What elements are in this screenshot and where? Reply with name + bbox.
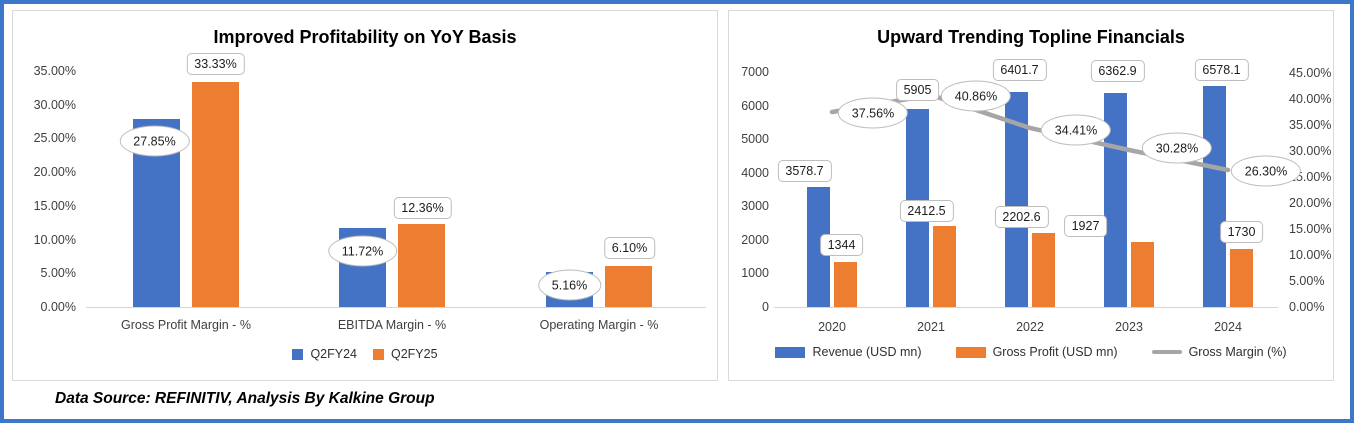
right-chart-right-tick-20-00: 20.00% — [1289, 196, 1332, 210]
right-chart-left-tick-4000: 4000 — [741, 165, 769, 180]
data-label-gross-margin-2022: 34.41% — [1040, 114, 1112, 146]
q2fy25-bar-operating-margin — [605, 266, 652, 307]
data-label-revenue-usd-mn-2023: 6362.9 — [1090, 60, 1145, 82]
left-chart-legend: Q2FY24 Q2FY25 — [13, 347, 717, 361]
q2fy24-legend-swatch — [292, 348, 304, 360]
category-label-operating-margin: Operating Margin - % — [539, 318, 659, 332]
right-chart-left-tick-6000: 6000 — [741, 98, 769, 113]
left-x-axis-line — [86, 307, 706, 308]
gross-margin-legend-swatch — [1151, 350, 1182, 354]
left-y-tick-30-00: 30.00% — [33, 97, 76, 112]
legend-label-revenue-usd-mn: Revenue (USD mn) — [812, 345, 922, 359]
gross-profit-usd-mn-bar-2024 — [1230, 249, 1253, 307]
right-chart-left-tick-3000: 3000 — [741, 199, 769, 214]
left-y-tick-15-00: 15.00% — [33, 198, 76, 213]
right-chart-right-tick-45-00: 45.00% — [1289, 66, 1332, 80]
left-y-tick-35-00: 35.00% — [33, 64, 76, 78]
right-chart-right-tick-10-00: 10.00% — [1289, 248, 1332, 262]
legend-item-gross-margin: Gross Margin (%) — [1151, 345, 1287, 359]
gross-profit-usd-mn-bar-2021 — [933, 226, 956, 307]
revenue-usd-mn-legend-swatch — [775, 346, 806, 358]
right-x-axis-line — [774, 307, 1278, 308]
right-chart-left-tick-2000: 2000 — [741, 232, 769, 247]
data-label-revenue-usd-mn-2021: 5905 — [895, 79, 940, 101]
data-label-revenue-usd-mn-2022: 6401.7 — [992, 59, 1047, 81]
data-label-q2fy25-operating-margin: 6.10% — [603, 237, 656, 259]
revenue-usd-mn-bar-2020 — [807, 187, 830, 307]
right-chart-right-tick-40-00: 40.00% — [1289, 92, 1332, 106]
right-chart-plot-area: 7000 6000 5000 4000 3000 2000 1000 0 45.00% 40.00… — [729, 11, 1333, 380]
revenue-usd-mn-bar-2022 — [1005, 92, 1028, 307]
data-label-gross-margin-2020: 37.56% — [837, 97, 909, 129]
topline-financials-chart-panel: Upward Trending Topline Financials 7000 6… — [728, 10, 1334, 381]
left-y-tick-0-00: 0.00% — [40, 300, 76, 314]
right-chart-right-tick-35-00: 35.00% — [1289, 118, 1332, 132]
q2fy25-bar-ebitda-margin — [398, 224, 445, 307]
data-label-gross-profit-usd-mn-2024: 1730 — [1219, 221, 1264, 243]
legend-item-q2fy24: Q2FY24 — [292, 347, 357, 361]
left-y-tick-10-00: 10.00% — [33, 232, 76, 247]
left-y-tick-25-00: 25.00% — [33, 131, 76, 146]
legend-label-q2fy25: Q2FY25 — [391, 347, 438, 361]
right-chart-right-tick-5-00: 5.00% — [1289, 274, 1325, 288]
right-chart-right-tick-15-00: 15.00% — [1289, 222, 1332, 236]
data-label-q2fy25-ebitda-margin: 12.36% — [393, 197, 452, 219]
data-label-gross-margin-2021: 40.86% — [940, 80, 1012, 112]
data-label-revenue-usd-mn-2024: 6578.1 — [1194, 59, 1249, 81]
data-label-q2fy24-ebitda-margin: 11.72% — [327, 235, 398, 267]
left-chart-title: Improved Profitability on YoY Basis — [213, 27, 517, 47]
data-label-gross-margin-2023: 30.28% — [1141, 132, 1213, 164]
legend-label-q2fy24: Q2FY24 — [310, 347, 357, 361]
data-label-q2fy24-operating-margin: 5.16% — [537, 269, 602, 301]
category-label-2023: 2023 — [1115, 320, 1143, 334]
right-chart-legend: Revenue (USD mn) Gross Profit (USD mn) Gro… — [729, 345, 1333, 359]
right-chart-left-tick-0: 0 — [762, 300, 769, 314]
gross-profit-usd-mn-bar-2022 — [1032, 233, 1055, 307]
category-label-2020: 2020 — [818, 320, 846, 334]
data-label-gross-profit-usd-mn-2021: 2412.5 — [899, 200, 954, 222]
gross-profit-usd-mn-bar-2023 — [1131, 242, 1154, 307]
left-y-tick-5-00: 5.00% — [40, 266, 76, 281]
data-label-gross-profit-usd-mn-2023: 1927 — [1063, 215, 1108, 237]
left-chart-plot-area: 35.00% 30.00% 25.00% 20.00% 15.00% 10.00% 5.00… — [13, 11, 717, 380]
right-chart-left-tick-7000: 7000 — [741, 65, 769, 79]
category-label-gross-profit-margin: Gross Profit Margin - % — [121, 318, 251, 332]
category-label-2021: 2021 — [917, 320, 945, 334]
category-label-ebitda-margin: EBITDA Margin - % — [337, 318, 447, 332]
data-label-revenue-usd-mn-2020: 3578.7 — [777, 160, 832, 182]
data-source-note: Data Source: REFINITIV, Analysis By Kalk… — [55, 390, 435, 407]
legend-label-gross-margin: Gross Margin (%) — [1188, 345, 1287, 359]
right-chart-left-tick-5000: 5000 — [741, 132, 769, 147]
data-label-gross-profit-usd-mn-2020: 1344 — [819, 234, 864, 256]
data-label-q2fy25-gross-profit-margin: 33.33% — [186, 53, 245, 75]
q2fy25-bar-gross-profit-margin — [192, 82, 239, 307]
gross-profit-usd-mn-bar-2020 — [834, 262, 857, 307]
category-label-2024: 2024 — [1214, 320, 1242, 334]
data-label-gross-profit-usd-mn-2022: 2202.6 — [994, 206, 1049, 228]
q2fy25-legend-swatch — [373, 348, 384, 360]
data-label-gross-margin-2024: 26.30% — [1230, 155, 1302, 187]
right-chart-right-tick-30-00: 30.00% — [1289, 144, 1332, 158]
category-label-2022: 2022 — [1016, 320, 1044, 334]
legend-item-gross-profit-usd-mn: Gross Profit (USD mn) — [955, 345, 1118, 359]
profitability-chart-panel: Improved Profitability on YoY Basis 35.0… — [12, 10, 718, 381]
legend-item-revenue-usd-mn: Revenue (USD mn) — [775, 345, 922, 359]
left-y-tick-20-00: 20.00% — [33, 165, 76, 180]
gross-profit-usd-mn-legend-swatch — [955, 346, 986, 358]
right-chart-title: Upward Trending Topline Financials — [877, 27, 1185, 47]
right-chart-right-tick-0-00: 0.00% — [1289, 300, 1325, 314]
legend-item-q2fy25: Q2FY25 — [373, 347, 438, 361]
legend-label-gross-profit-usd-mn: Gross Profit (USD mn) — [992, 345, 1118, 359]
right-chart-left-tick-1000: 1000 — [741, 266, 769, 281]
data-label-q2fy24-gross-profit-margin: 27.85% — [119, 125, 190, 157]
